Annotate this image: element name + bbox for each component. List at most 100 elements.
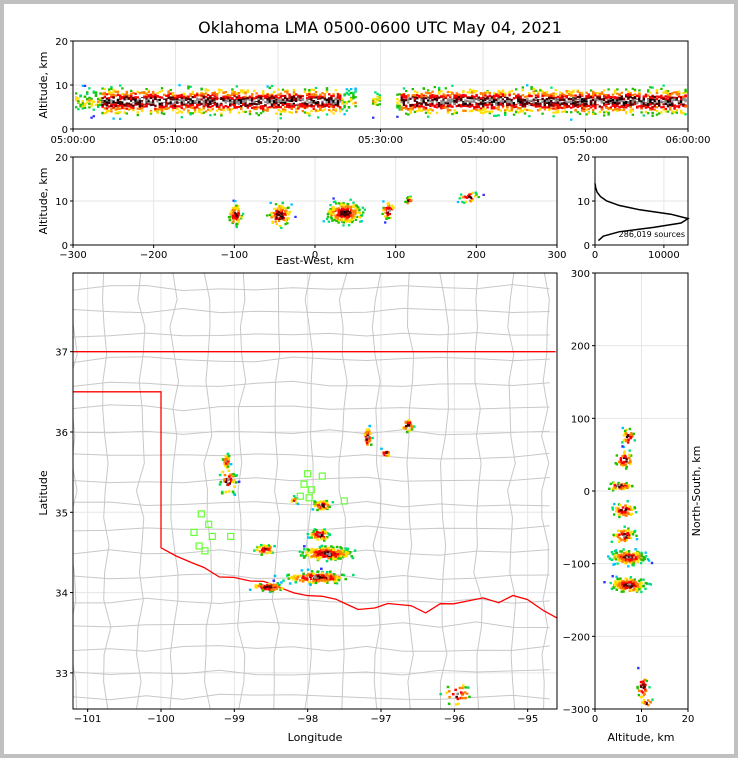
histogram-ytick-label: 20 <box>577 153 590 164</box>
time-altitude-cell <box>108 109 111 112</box>
time-altitude-cell <box>233 91 236 94</box>
time-altitude-cell <box>422 100 425 103</box>
time-altitude-cell <box>435 103 439 106</box>
time-altitude-cell <box>134 96 137 99</box>
time-altitude-cell <box>211 93 214 96</box>
north-south-cell <box>625 529 628 532</box>
time-altitude-cell <box>310 104 313 107</box>
time-altitude-cell <box>145 99 148 102</box>
time-altitude-cell <box>114 103 117 106</box>
oklahoma-border <box>73 351 557 619</box>
time-altitude-cell <box>666 102 670 105</box>
time-altitude-cell <box>187 87 190 90</box>
time-altitude-cell <box>88 87 91 90</box>
time-altitude-cell <box>77 108 80 111</box>
time-altitude-cell <box>484 97 487 100</box>
time-altitude-cell <box>537 99 540 102</box>
time-altitude-cell <box>559 103 562 106</box>
time-altitude-cell <box>534 105 538 108</box>
time-altitude-cell <box>396 97 399 101</box>
time-altitude-cell <box>493 114 496 117</box>
time-altitude-cell <box>268 98 271 101</box>
north-south-cell <box>642 686 645 690</box>
time-altitude-cell <box>669 94 672 97</box>
time-altitude-cell <box>658 112 661 115</box>
plan-view-cell <box>320 555 324 558</box>
plan-view-cell <box>237 480 241 483</box>
plan-view-cell <box>321 531 325 534</box>
time-altitude-cell <box>512 99 516 102</box>
time-altitude-cell <box>682 91 685 95</box>
plan-view-cell <box>327 572 331 576</box>
time-altitude-cell <box>574 101 577 104</box>
time-altitude-cell <box>629 106 632 109</box>
plan-view-cell <box>260 551 264 554</box>
time-altitude-cell <box>451 105 454 108</box>
time-altitude-cell <box>110 99 113 102</box>
time-altitude-cell <box>121 106 124 110</box>
time-altitude-cell <box>235 100 238 103</box>
time-altitude-cell <box>570 93 573 96</box>
time-altitude-cell <box>512 103 516 106</box>
time-altitude-cell <box>303 102 307 105</box>
time-altitude-cell <box>198 107 201 110</box>
east-west-cell <box>337 221 340 224</box>
time-altitude-cell <box>141 103 144 106</box>
time-altitude-cell <box>497 92 500 95</box>
time-altitude-cell <box>215 104 219 107</box>
time-altitude-cell <box>169 96 172 99</box>
plan-view-cell <box>269 550 273 554</box>
time-altitude-cell <box>651 95 654 98</box>
time-altitude-cell <box>411 95 414 98</box>
time-altitude-cell <box>343 93 346 96</box>
county-line <box>73 452 550 460</box>
time-altitude-cell <box>187 109 190 112</box>
time-altitude-cell <box>110 107 113 111</box>
north-south-cell <box>639 587 642 590</box>
north-south-cell <box>639 696 643 699</box>
time-altitude-cell <box>477 98 480 101</box>
time-altitude-cell <box>468 88 472 91</box>
time-altitude-cell <box>636 102 639 105</box>
time-altitude-cell <box>222 109 225 112</box>
time-altitude-cell <box>350 97 353 100</box>
time-altitude-cell <box>631 109 634 112</box>
time-altitude-cell <box>431 109 434 112</box>
time-altitude-cell <box>446 111 450 114</box>
map-grid <box>73 273 557 709</box>
time-altitude-cell <box>550 93 553 96</box>
north-south-cell <box>633 578 636 581</box>
time-altitude-cell <box>275 102 278 105</box>
county-line <box>73 307 550 314</box>
time-altitude-cell <box>123 103 126 106</box>
time-altitude-cell <box>482 99 485 102</box>
time-altitude-cell <box>297 101 300 104</box>
time-altitude-cell <box>420 109 423 112</box>
time-altitude-cell <box>442 95 445 98</box>
time-altitude-cell <box>132 98 135 101</box>
north-south-cell <box>623 525 626 528</box>
time-altitude-cell <box>633 93 637 96</box>
time-altitude-cell <box>501 104 505 107</box>
time-altitude-cell <box>204 92 208 95</box>
time-altitude-cell <box>653 99 656 102</box>
time-altitude-cell <box>301 98 304 101</box>
plan-view-cell <box>316 503 320 506</box>
time-altitude-cell <box>506 108 509 111</box>
time-altitude-cell <box>231 101 234 104</box>
plan-view-cell <box>364 435 368 438</box>
station-marker <box>307 486 315 494</box>
plan-view-cell <box>323 539 326 542</box>
east-west-cell <box>340 203 343 206</box>
time-altitude-cell <box>607 102 610 105</box>
time-altitude-cell <box>405 105 408 108</box>
time-altitude-cell <box>266 98 269 101</box>
time-altitude-cell <box>328 98 331 101</box>
time-altitude-cell <box>506 99 509 103</box>
time-altitude-cell <box>231 103 234 106</box>
time-altitude-cell <box>193 106 197 110</box>
time-altitude-cell <box>110 86 113 89</box>
time-altitude-cell <box>314 103 318 106</box>
time-altitude-cell <box>625 104 628 107</box>
time-altitude-cell <box>631 101 634 104</box>
